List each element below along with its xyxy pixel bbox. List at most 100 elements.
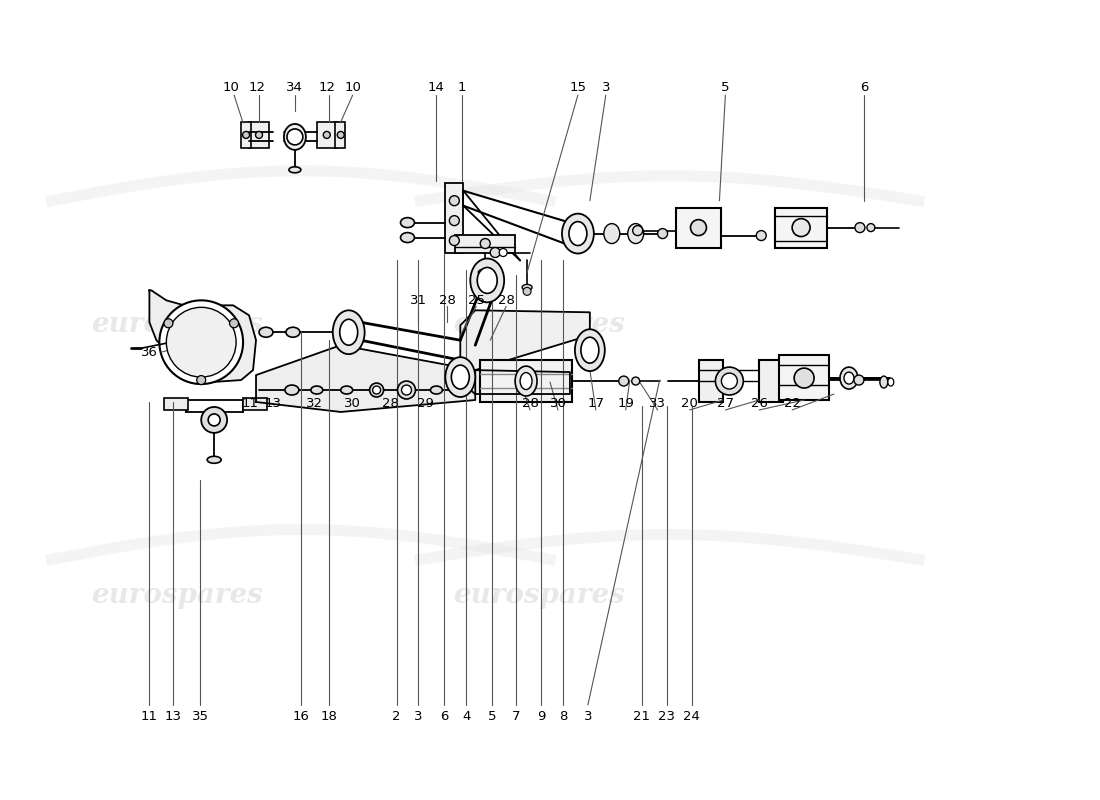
Ellipse shape bbox=[400, 218, 415, 228]
Ellipse shape bbox=[430, 386, 442, 394]
Ellipse shape bbox=[207, 456, 221, 463]
Text: 7: 7 bbox=[512, 710, 520, 723]
Text: 3: 3 bbox=[415, 710, 422, 723]
Ellipse shape bbox=[658, 229, 668, 238]
Ellipse shape bbox=[722, 373, 737, 389]
Ellipse shape bbox=[880, 376, 888, 388]
Ellipse shape bbox=[855, 222, 865, 233]
Text: 10: 10 bbox=[344, 81, 361, 94]
Ellipse shape bbox=[400, 233, 415, 242]
Circle shape bbox=[792, 218, 810, 237]
Text: 1: 1 bbox=[458, 81, 466, 94]
Ellipse shape bbox=[515, 366, 537, 396]
Ellipse shape bbox=[471, 258, 504, 302]
Bar bbox=[446, 182, 463, 253]
Bar bbox=[334, 122, 344, 148]
Ellipse shape bbox=[284, 124, 306, 150]
Text: 5: 5 bbox=[488, 710, 496, 723]
Text: 31: 31 bbox=[410, 294, 427, 307]
Text: 14: 14 bbox=[428, 81, 444, 94]
Bar bbox=[776, 208, 827, 247]
Text: eurospares: eurospares bbox=[453, 582, 625, 609]
Circle shape bbox=[450, 216, 460, 226]
Text: 34: 34 bbox=[286, 81, 304, 94]
Ellipse shape bbox=[867, 224, 875, 231]
Bar bbox=[675, 208, 722, 247]
Text: 11: 11 bbox=[141, 710, 158, 723]
Ellipse shape bbox=[478, 269, 492, 276]
Ellipse shape bbox=[340, 319, 358, 345]
Text: 2: 2 bbox=[393, 710, 400, 723]
Circle shape bbox=[323, 131, 330, 138]
Text: eurospares: eurospares bbox=[91, 310, 263, 338]
Text: 21: 21 bbox=[634, 710, 650, 723]
Circle shape bbox=[230, 318, 239, 328]
Text: 8: 8 bbox=[559, 710, 568, 723]
Ellipse shape bbox=[289, 167, 301, 173]
Text: 28: 28 bbox=[497, 294, 515, 307]
Text: 28: 28 bbox=[521, 398, 539, 410]
Circle shape bbox=[166, 307, 236, 377]
Circle shape bbox=[450, 235, 460, 246]
Ellipse shape bbox=[451, 365, 470, 389]
Bar bbox=[700, 360, 724, 402]
Circle shape bbox=[160, 300, 243, 384]
Circle shape bbox=[287, 129, 303, 145]
Bar bbox=[241, 122, 251, 148]
Text: 16: 16 bbox=[293, 710, 309, 723]
Ellipse shape bbox=[569, 222, 587, 246]
Bar bbox=[779, 355, 829, 400]
Text: 6: 6 bbox=[440, 710, 449, 723]
Text: 35: 35 bbox=[191, 710, 209, 723]
Text: 23: 23 bbox=[658, 710, 675, 723]
Text: 28: 28 bbox=[439, 294, 455, 307]
Ellipse shape bbox=[370, 383, 384, 397]
Text: 24: 24 bbox=[683, 710, 700, 723]
Ellipse shape bbox=[477, 267, 497, 294]
Bar bbox=[164, 398, 188, 410]
Bar bbox=[455, 234, 515, 253]
Ellipse shape bbox=[341, 386, 353, 394]
Ellipse shape bbox=[333, 310, 364, 354]
Text: 3: 3 bbox=[584, 710, 592, 723]
Circle shape bbox=[338, 131, 344, 138]
Circle shape bbox=[197, 375, 206, 385]
Bar bbox=[317, 122, 337, 148]
Bar bbox=[243, 398, 267, 410]
Text: 22: 22 bbox=[783, 398, 801, 410]
Ellipse shape bbox=[402, 385, 411, 395]
Text: 27: 27 bbox=[717, 398, 734, 410]
Circle shape bbox=[201, 407, 227, 433]
Ellipse shape bbox=[286, 327, 300, 338]
Bar bbox=[759, 360, 783, 402]
Text: 5: 5 bbox=[722, 81, 729, 94]
Ellipse shape bbox=[575, 330, 605, 371]
Ellipse shape bbox=[499, 249, 507, 257]
Circle shape bbox=[450, 196, 460, 206]
Circle shape bbox=[243, 131, 250, 138]
Polygon shape bbox=[460, 370, 570, 394]
Text: 20: 20 bbox=[681, 398, 698, 410]
Text: 28: 28 bbox=[382, 398, 399, 410]
Ellipse shape bbox=[757, 230, 767, 241]
Text: 6: 6 bbox=[860, 81, 868, 94]
Text: 15: 15 bbox=[570, 81, 586, 94]
Ellipse shape bbox=[562, 214, 594, 254]
Circle shape bbox=[524, 287, 531, 295]
Circle shape bbox=[691, 220, 706, 235]
Ellipse shape bbox=[604, 224, 619, 243]
Circle shape bbox=[255, 131, 263, 138]
Text: 13: 13 bbox=[165, 710, 182, 723]
Ellipse shape bbox=[285, 385, 299, 395]
Circle shape bbox=[164, 318, 173, 328]
Text: 19: 19 bbox=[617, 398, 635, 410]
Ellipse shape bbox=[631, 377, 640, 385]
Text: 12: 12 bbox=[318, 81, 336, 94]
Ellipse shape bbox=[522, 285, 532, 290]
Circle shape bbox=[481, 238, 491, 249]
Text: 18: 18 bbox=[320, 710, 338, 723]
Ellipse shape bbox=[491, 247, 501, 258]
Text: eurospares: eurospares bbox=[91, 582, 263, 609]
Ellipse shape bbox=[258, 327, 273, 338]
Polygon shape bbox=[150, 290, 256, 382]
